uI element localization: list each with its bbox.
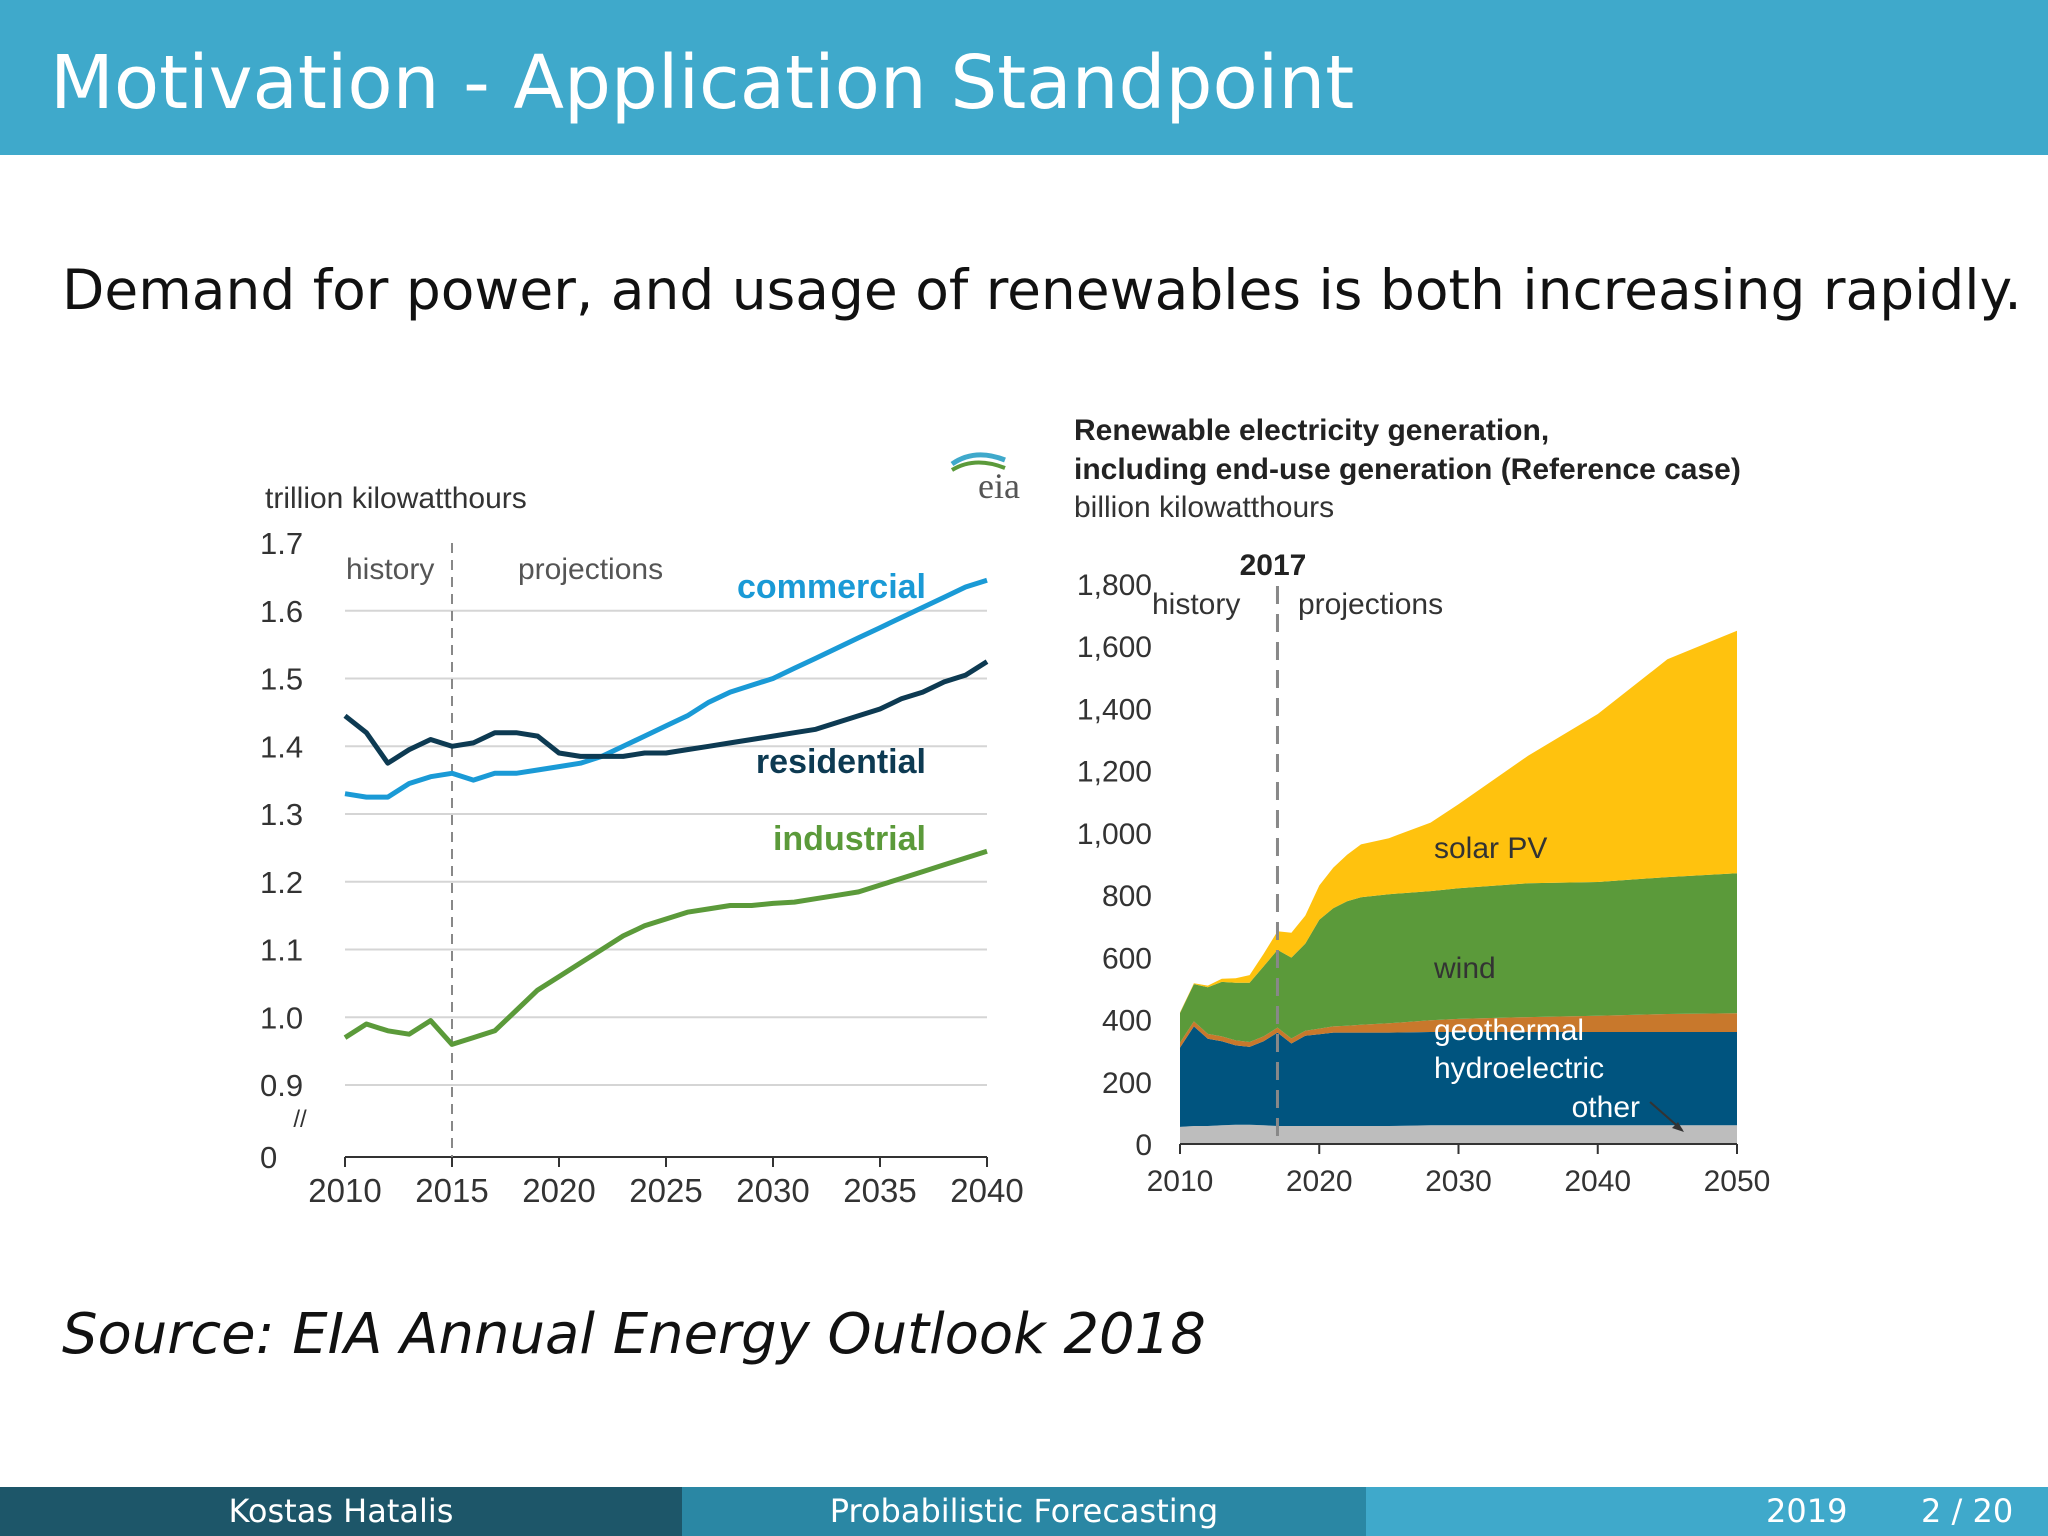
industrial-line: [343, 848, 988, 1047]
y-tick-label: 1.0: [260, 1000, 303, 1035]
y-tick-label: 1,200: [1077, 756, 1152, 789]
x-tick-labels: 2010 2015 2020 2025 2030 2035 2040: [308, 1157, 1024, 1209]
y-tick-label: 800: [1102, 880, 1152, 913]
projections-label: projections: [518, 553, 663, 586]
y-tick-label: 0.9: [260, 1068, 303, 1103]
residential-line: [343, 659, 989, 766]
x-tick-label: 2030: [1425, 1165, 1492, 1198]
x-tick-label: 2015: [415, 1172, 488, 1209]
geothermal-label: geothermal: [1434, 1014, 1584, 1047]
other-pointer-arrowhead: [1672, 1122, 1684, 1132]
wind-label: wind: [1433, 952, 1496, 985]
other-area: [1180, 1124, 1737, 1144]
divider-year-label: 2017: [1240, 549, 1307, 582]
wind-area: [1180, 873, 1737, 1043]
title-bar: Motivation - Application Standpoint: [0, 0, 2048, 155]
commercial-line: [344, 577, 988, 800]
y-tick-labels: 1.7 1.6 1.5 1.4 1.3 1.2 1.1 1.0 0.9 0: [260, 526, 303, 1175]
series-lines: [343, 577, 989, 1047]
footer-bar: Kostas Hatalis Probabilistic Forecasting…: [0, 1487, 2048, 1536]
y-tick-label: 1,800: [1077, 569, 1152, 602]
y-tick-label: 1,600: [1077, 631, 1152, 664]
y-tick-label: 0: [260, 1140, 277, 1175]
y-tick-label: 200: [1102, 1067, 1152, 1100]
projections-label: projections: [1298, 588, 1443, 621]
commercial-series-label: commercial: [737, 568, 926, 606]
chart-title-line2: including end-use generation (Reference …: [1074, 453, 1741, 486]
y-tick-label: 1.5: [260, 662, 303, 697]
y-tick-label: 1,400: [1077, 693, 1152, 726]
residential-series-label: residential: [756, 743, 926, 781]
x-tick-label: 2050: [1704, 1165, 1771, 1198]
y-tick-label: 400: [1102, 1005, 1152, 1038]
source-citation: Source: EIA Annual Energy Outlook 2018: [62, 1302, 1206, 1367]
y-tick-label: 600: [1102, 942, 1152, 975]
y-tick-label: 1.6: [260, 594, 303, 629]
chart-title-line1: Renewable electricity generation,: [1074, 414, 1549, 447]
axis-break-mark: //: [293, 1106, 307, 1133]
y-tick-label: 1.3: [260, 797, 303, 832]
y-axis-unit-label: trillion kilowatthours: [265, 482, 527, 515]
x-tick-label: 2040: [1564, 1165, 1631, 1198]
y-tick-label: 1.1: [260, 933, 303, 968]
footer-title: Probabilistic Forecasting: [682, 1487, 1366, 1536]
x-tick-label: 2030: [736, 1172, 809, 1209]
slide-title: Motivation - Application Standpoint: [50, 40, 1355, 126]
x-tick-label: 2020: [1286, 1165, 1353, 1198]
footer-year: 2019: [1766, 1492, 1848, 1530]
page-number: 2 / 20: [1921, 1492, 2014, 1530]
y-tick-label: 1,000: [1077, 818, 1152, 851]
renewables-area-chart: Renewable electricity generation, includ…: [1074, 414, 1771, 1198]
solar-PV-area: [1180, 630, 1737, 1013]
y-tick-label: 1.7: [260, 526, 303, 561]
eia-logo: eia: [978, 466, 1020, 506]
y-tick-labels: 0 200 400 600 800 1,000 1,200 1,400 1,600 1,800: [1077, 569, 1152, 1162]
y-tick-label: 1.4: [260, 729, 303, 764]
y-axis-unit-label: billion kilowatthours: [1074, 491, 1334, 524]
footer-right: 2019 2 / 20: [1366, 1487, 2048, 1536]
demand-line-chart: 1.7 1.6 1.5 1.4 1.3 1.2 1.1 1.0 0.9 0 2010 2015 202…: [260, 452, 1024, 1209]
headline-text: Demand for power, and usage of renewable…: [62, 258, 2022, 322]
history-label: history: [1152, 588, 1240, 621]
stacked-areas: [1180, 630, 1737, 1144]
x-tick-label: 2010: [308, 1172, 381, 1209]
x-tick-label: 2010: [1147, 1165, 1214, 1198]
footer-author: Kostas Hatalis: [0, 1487, 682, 1536]
geothermal-area: [1180, 1013, 1737, 1048]
eia-logo-arc: [950, 452, 1006, 467]
history-label: history: [346, 553, 434, 586]
solar-pv-label: solar PV: [1434, 832, 1547, 865]
other-label: other: [1572, 1091, 1640, 1124]
eia-logo-arc-green: [950, 460, 1006, 472]
x-tick-label: 2025: [629, 1172, 702, 1209]
hydroelectric-label: hydroelectric: [1434, 1052, 1604, 1085]
y-tick-label: 1.2: [260, 865, 303, 900]
x-tick-label: 2040: [950, 1172, 1023, 1209]
y-tick-label: 0: [1135, 1129, 1152, 1162]
industrial-series-label: industrial: [773, 820, 926, 858]
x-tick-labels: 2010 2020 2030 2040 2050: [1147, 1143, 1771, 1198]
hydroelectric-area: [1180, 1026, 1737, 1127]
x-tick-label: 2035: [843, 1172, 916, 1209]
x-tick-label: 2020: [522, 1172, 595, 1209]
